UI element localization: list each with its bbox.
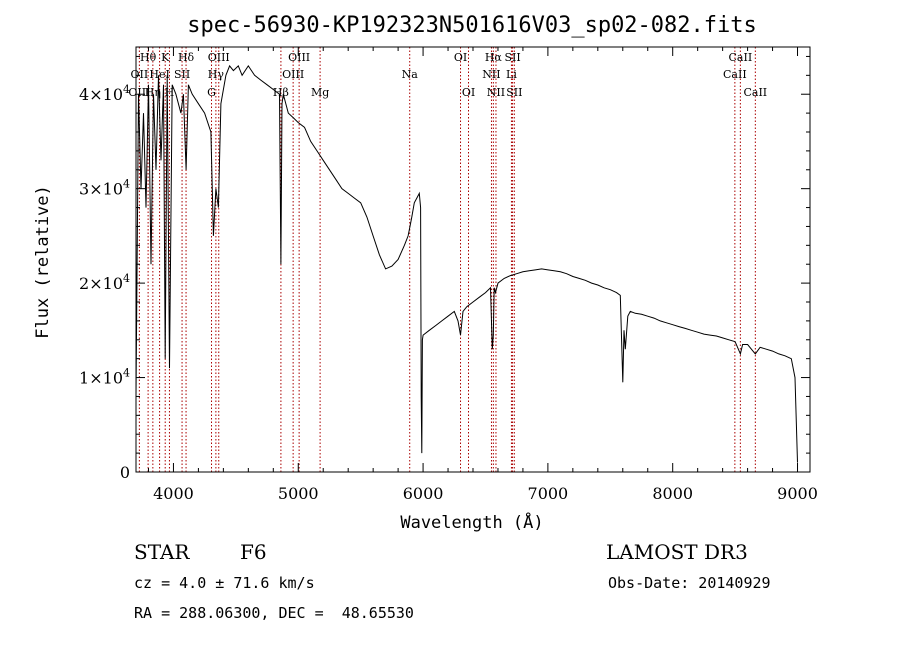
x-tick-label: 9000: [777, 484, 818, 503]
x-tick-label: 6000: [403, 484, 444, 503]
spectral-line-label: Hβ: [273, 86, 289, 99]
y-tick-label: 1×104: [79, 367, 130, 388]
y-tick-exponent: 4: [123, 272, 130, 285]
spectral-line-label: K: [161, 51, 170, 64]
x-tick-label: 8000: [652, 484, 693, 503]
spectral-line-label: NII: [482, 68, 500, 81]
spectral-lines-layer: [138, 47, 756, 472]
spectral-line-label: Na: [402, 68, 419, 81]
y-axis-label: Flux (relative): [33, 185, 53, 339]
spectral-line-label: CaII: [729, 51, 753, 64]
spectral-line-label: Li: [506, 68, 517, 81]
spectral-line-label: Hθ: [140, 51, 157, 64]
spectral-line-label: OIII: [128, 86, 150, 99]
spectral-line-label: SII: [504, 51, 520, 64]
spectral-line-label: Hα: [485, 51, 503, 64]
y-tick-exponent: 4: [123, 83, 130, 96]
spectral-line-label: G: [207, 86, 216, 99]
object-subclass: F6: [240, 540, 267, 564]
observation-date: Obs-Date: 20140929: [608, 574, 771, 592]
x-tick-label: 7000: [528, 484, 569, 503]
y-tick-label: 2×104: [79, 272, 130, 293]
x-tick-label: 5000: [278, 484, 319, 503]
y-tick-exponent: 4: [123, 367, 130, 380]
redshift-velocity: cz = 4.0 ± 71.6 km/s: [134, 574, 315, 592]
spectral-line-label: Hδ: [178, 51, 195, 64]
plot-frame: [135, 46, 811, 473]
flux-series-line: [135, 64, 798, 463]
x-axis-ticks: 4000 5000 6000 7000 8000 9000: [147, 47, 818, 503]
x-tick-label: 4000: [153, 484, 194, 503]
y-tick-mantissa: 3×10: [79, 180, 123, 199]
spectral-line-label: OI: [462, 86, 475, 99]
spectral-line-label: OI: [454, 51, 467, 64]
y-tick-label: 3×104: [79, 178, 130, 199]
spectral-line-label: OIII: [208, 51, 230, 64]
spectral-line-label: H: [165, 86, 175, 99]
spectral-line-label: SII: [174, 68, 190, 81]
spectral-line-label: NII: [487, 86, 505, 99]
y-tick-label: 0: [120, 463, 130, 482]
spectral-line-label: OIII: [282, 68, 304, 81]
y-tick-mantissa: 4×10: [79, 85, 123, 104]
y-tick-mantissa: 0: [120, 463, 130, 482]
y-tick-label: 4×104: [79, 83, 130, 104]
spectral-line-label: CaII: [743, 86, 767, 99]
chart-title: spec-56930-KP192323N501616V03_sp02-082.f…: [187, 13, 757, 38]
y-tick-exponent: 4: [123, 178, 130, 191]
coordinates: RA = 288.06300, DEC = 48.65530: [134, 604, 414, 622]
y-tick-mantissa: 2×10: [79, 274, 123, 293]
object-class: STAR: [134, 540, 190, 564]
x-axis-label: Wavelength (Å): [400, 511, 543, 533]
spectrum-plot: spec-56930-KP192323N501616V03_sp02-082.f…: [33, 13, 818, 533]
spectral-line-label: OIII: [288, 51, 310, 64]
spectral-line-label: HeI: [149, 68, 169, 81]
survey-name: LAMOST DR3: [606, 540, 748, 564]
spectral-line-label: CaII: [723, 68, 747, 81]
spectral-line-label: Hγ: [208, 68, 225, 81]
spectral-line-label: SII: [506, 86, 522, 99]
spectral-line-label: Mg: [311, 86, 329, 99]
y-tick-mantissa: 1×10: [79, 369, 123, 388]
spectral-line-label: OII: [131, 68, 149, 81]
